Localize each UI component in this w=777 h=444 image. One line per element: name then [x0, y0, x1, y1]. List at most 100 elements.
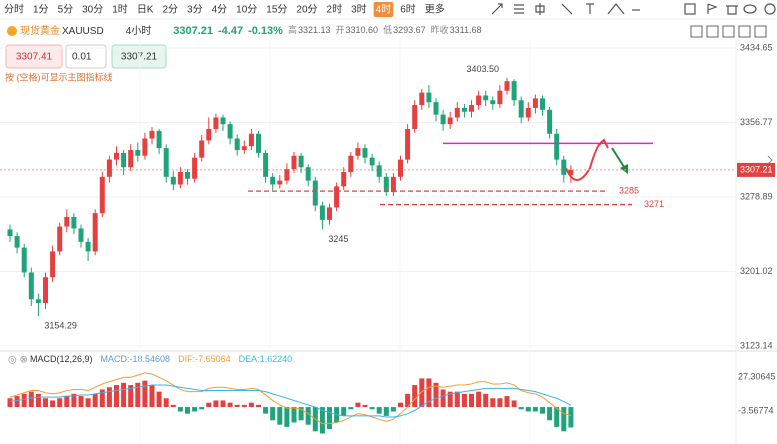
icon[interactable]: [706, 25, 719, 38]
macd-bar: [270, 407, 276, 421]
macd-bar: [92, 393, 98, 408]
macd-bar: [121, 382, 127, 408]
interval-tab[interactable]: 3时: [351, 4, 367, 16]
candle-body: [28, 272, 34, 300]
interval-tab[interactable]: 4时: [376, 4, 392, 16]
interval-tab[interactable]: 10分: [236, 4, 257, 16]
sell-button[interactable]: [5, 44, 63, 69]
quote-line: 现货黄金 XAUUSD 4小时 3307.21 -4.47 -0.13% 高3321.13 开…: [20, 24, 482, 37]
candle-body: [185, 172, 190, 179]
interval-tab[interactable]: 6时: [400, 4, 416, 16]
macd-bar: [142, 380, 148, 408]
change: -4.47: [218, 25, 243, 37]
stat-value: 3310.60: [346, 25, 379, 35]
candle-body: [405, 128, 411, 160]
macd-bar: [447, 391, 453, 408]
candle-body: [78, 228, 84, 242]
macd-bar: [483, 393, 489, 408]
symbol-icon: [7, 26, 17, 36]
macd-title: MACD(12,26,9): [30, 354, 93, 364]
candle-body: [447, 117, 453, 125]
macd-header: MACD(12,26,9) MACD:-18.54608 DIF:-7.65064 D…: [30, 354, 292, 364]
candle-body: [213, 117, 219, 129]
interval-tab[interactable]: 日K: [137, 5, 154, 16]
candle-body: [220, 117, 226, 125]
candle-body: [21, 247, 27, 273]
interval-tab[interactable]: 5分: [58, 4, 74, 16]
interval-tab[interactable]: 2分: [162, 4, 178, 16]
buy-price[interactable]: 3307.21: [121, 52, 158, 63]
green-arrow-head: [620, 164, 628, 174]
candle-body: [561, 159, 567, 175]
interval-tab[interactable]: 20分: [296, 4, 317, 16]
icon[interactable]: [754, 25, 767, 38]
candle-body: [149, 130, 155, 139]
current-price-label: 3307.21: [740, 164, 773, 174]
interval-tab[interactable]: 2时: [327, 4, 343, 16]
trend-tool[interactable]: [491, 3, 503, 15]
lot-value[interactable]: 0.01: [72, 52, 92, 63]
level-label: 3285: [619, 186, 639, 196]
buy-button[interactable]: [111, 44, 167, 69]
icon[interactable]: [722, 25, 735, 38]
macd-bar: [64, 396, 70, 408]
macd-bar: [99, 389, 105, 408]
icon[interactable]: [738, 25, 751, 38]
macd-readout: DIF:-7.65064: [178, 354, 231, 364]
macd-bar: [469, 393, 474, 408]
candle-body: [163, 148, 169, 177]
sell-price[interactable]: 3307.41: [16, 52, 53, 63]
macd-readout: MACD:-18.54608: [101, 354, 171, 364]
interval-tab[interactable]: 30分: [82, 4, 103, 16]
macd-bar: [277, 407, 283, 425]
stat-value: 3311.68: [450, 25, 482, 35]
tool-icons[interactable]: [491, 3, 776, 15]
stat-label: 低: [383, 24, 392, 35]
candle-body: [192, 157, 198, 179]
macd-bar: [35, 393, 41, 408]
candle-tool[interactable]: [535, 3, 545, 15]
icon[interactable]: [690, 25, 703, 38]
lines-tool[interactable]: [514, 4, 524, 14]
macd-bar: [7, 398, 13, 408]
candle-body: [348, 155, 354, 173]
pattern-tool[interactable]: [607, 3, 625, 15]
dif-line: [9, 372, 572, 425]
flag-tool[interactable]: [707, 3, 718, 14]
stat-value: 3293.67: [393, 25, 426, 35]
collapse-arrow[interactable]: [767, 155, 773, 165]
dea-line: [9, 384, 572, 418]
candle-body: [319, 205, 325, 220]
macd-bar: [454, 391, 460, 408]
interval-tab[interactable]: 分时: [4, 4, 24, 16]
candle-body: [454, 107, 460, 118]
ray-tool[interactable]: [561, 3, 573, 15]
candle-body: [177, 172, 183, 185]
macd-bar: [511, 400, 517, 408]
interval-tab[interactable]: 更多: [425, 3, 445, 16]
candle-body: [43, 277, 48, 304]
active-tab-bg[interactable]: [373, 2, 394, 17]
candle-body: [234, 138, 240, 151]
interval-tab[interactable]: 15分: [266, 4, 287, 16]
erase-tool[interactable]: [684, 3, 696, 15]
text-tool[interactable]: [586, 3, 594, 14]
macd-bar: [298, 407, 304, 421]
delete-tool[interactable]: [726, 5, 738, 15]
y-tick-label: 3356.77: [740, 117, 773, 127]
interval-tab[interactable]: 3分: [187, 4, 203, 16]
settings-tool[interactable]: [764, 3, 776, 15]
chart-icons[interactable]: [690, 25, 767, 38]
candle-body: [71, 216, 77, 229]
eye-tool[interactable]: [743, 4, 757, 14]
price: 3307.21: [173, 25, 213, 37]
candle-body: [7, 229, 13, 237]
macd-bar: [405, 393, 411, 408]
macd-icons[interactable]: ◎ ⊗: [8, 355, 28, 366]
interval-tab[interactable]: 1时: [112, 4, 128, 16]
macd-bar: [135, 382, 141, 408]
lot-input[interactable]: [65, 44, 107, 69]
interval-tab[interactable]: 1分: [33, 4, 49, 16]
interval-tab[interactable]: 4分: [212, 4, 228, 16]
